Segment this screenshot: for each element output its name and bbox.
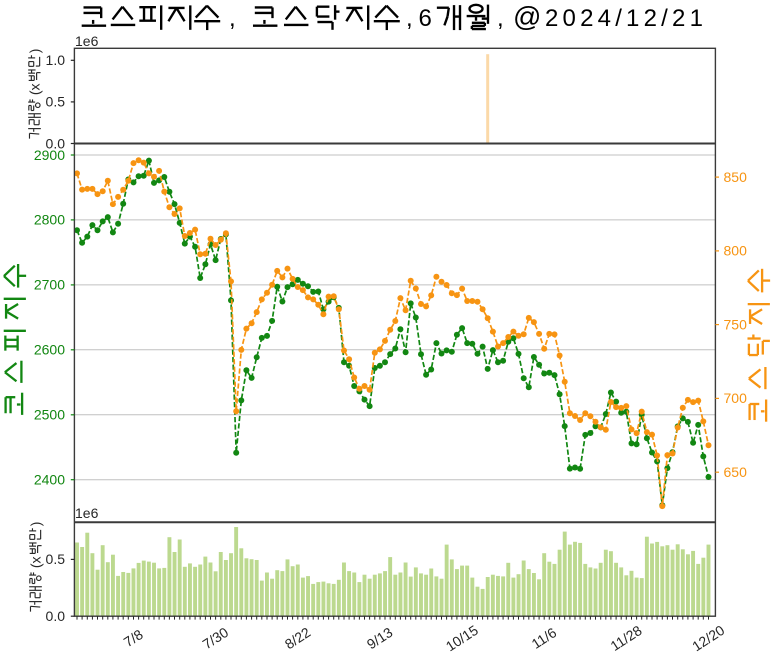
svg-text:): ) (28, 522, 44, 527)
svg-text:0.0: 0.0 (46, 608, 66, 624)
svg-text:@: @ (513, 1, 541, 32)
svg-text:(x: (x (28, 556, 44, 568)
svg-text:1e6: 1e6 (75, 33, 99, 49)
svg-text:2600: 2600 (34, 342, 65, 358)
svg-text:0.5: 0.5 (46, 551, 66, 567)
svg-text:,: , (229, 5, 236, 32)
svg-text:750: 750 (724, 316, 748, 332)
svg-text:700: 700 (724, 390, 748, 406)
svg-text:(x: (x (27, 83, 43, 95)
svg-text:2800: 2800 (34, 212, 65, 228)
svg-text:0.0: 0.0 (46, 135, 66, 151)
svg-text:850: 850 (724, 169, 748, 185)
svg-text:6: 6 (419, 5, 432, 32)
svg-text:): ) (27, 49, 43, 54)
svg-text:650: 650 (724, 464, 748, 480)
svg-text:2500: 2500 (34, 407, 65, 423)
svg-text:1.0: 1.0 (46, 52, 66, 68)
svg-text:800: 800 (724, 243, 748, 259)
svg-text:,: , (497, 5, 504, 32)
svg-text:2900: 2900 (34, 147, 65, 163)
svg-text:2400: 2400 (34, 472, 65, 488)
svg-text:2700: 2700 (34, 277, 65, 293)
svg-text:0.5: 0.5 (46, 94, 66, 110)
svg-text:2024/12/21: 2024/12/21 (545, 5, 707, 32)
svg-text:,: , (406, 5, 413, 32)
svg-text:1e6: 1e6 (75, 505, 99, 521)
